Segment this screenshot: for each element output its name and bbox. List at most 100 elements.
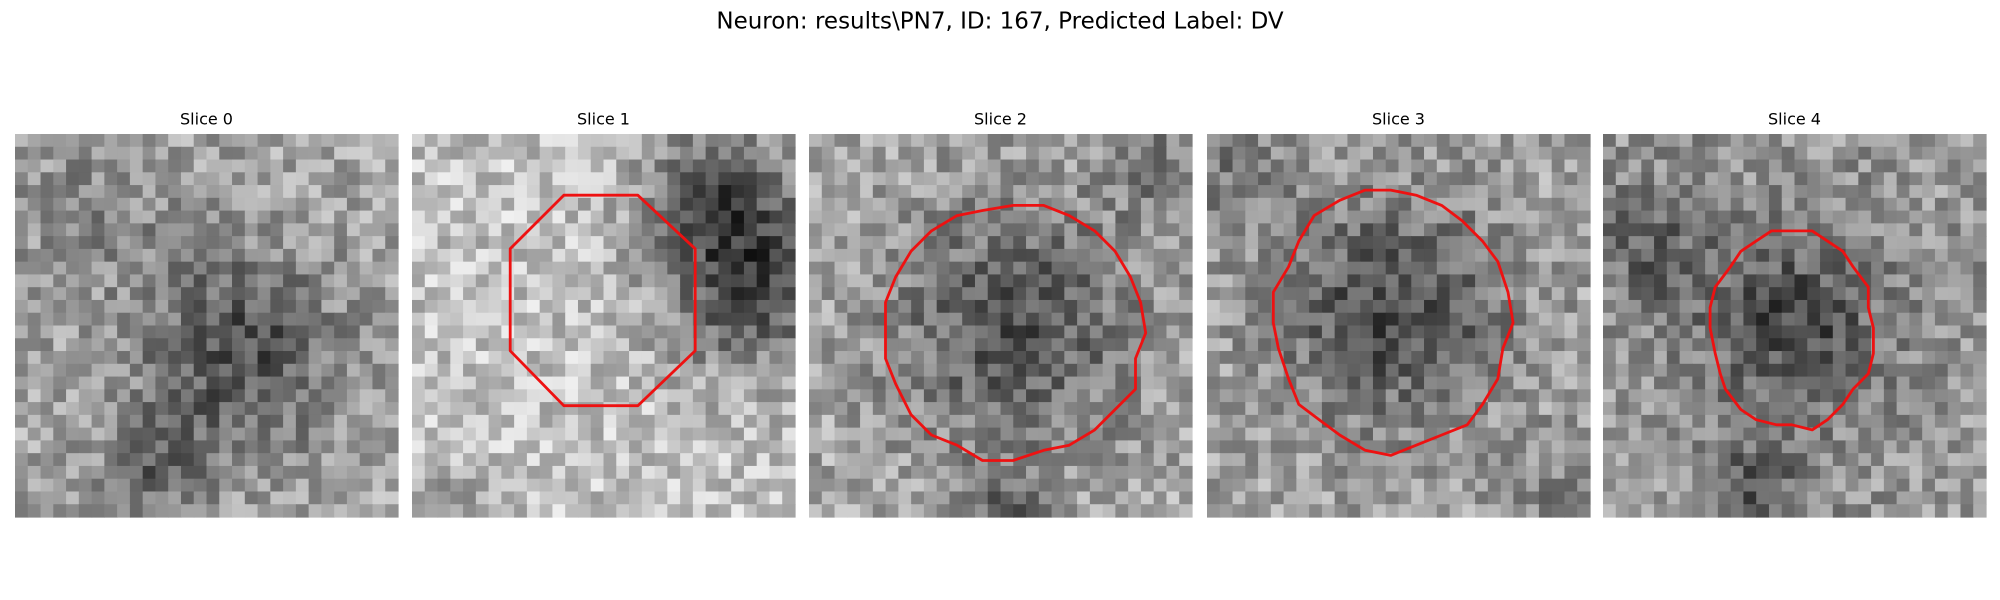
pixel xyxy=(359,351,374,365)
pixel xyxy=(1153,465,1168,480)
pixel xyxy=(834,185,848,199)
pixel xyxy=(1283,134,1297,148)
pixel xyxy=(450,197,464,212)
pixel xyxy=(1973,236,1987,250)
pixel xyxy=(847,146,861,161)
pixel xyxy=(629,427,643,441)
pixel xyxy=(1334,261,1349,276)
pixel xyxy=(654,478,668,493)
pixel xyxy=(1207,172,1221,186)
pixel xyxy=(1436,312,1451,327)
pixel xyxy=(1551,287,1566,301)
pixel xyxy=(680,440,694,454)
pixel xyxy=(1051,261,1065,276)
pixel xyxy=(155,312,169,327)
pixel xyxy=(1858,338,1872,352)
pixel xyxy=(129,414,144,429)
pixel xyxy=(385,325,399,339)
pixel xyxy=(1871,172,1885,186)
pixel xyxy=(1051,478,1065,493)
pixel xyxy=(667,146,681,161)
pixel xyxy=(385,465,399,480)
pixel xyxy=(1077,389,1091,403)
pixel xyxy=(1615,287,1630,301)
pixel xyxy=(1807,134,1821,148)
pixel xyxy=(117,312,131,327)
pixel xyxy=(514,299,528,314)
pixel xyxy=(283,185,297,199)
pixel xyxy=(1000,134,1014,148)
pixel xyxy=(1666,223,1681,237)
pixel xyxy=(1334,363,1349,378)
pixel xyxy=(1781,185,1796,199)
pixel xyxy=(692,389,707,403)
pixel xyxy=(692,185,707,199)
pixel xyxy=(1781,338,1796,352)
pixel xyxy=(1436,172,1451,186)
pixel xyxy=(552,453,566,467)
pixel xyxy=(295,389,310,403)
pixel xyxy=(308,159,322,173)
pixel xyxy=(1245,172,1259,186)
pixel xyxy=(1398,338,1412,352)
pixel xyxy=(270,453,284,467)
pixel xyxy=(1641,478,1655,493)
pixel xyxy=(769,376,783,390)
pixel xyxy=(1179,465,1193,480)
pixel xyxy=(1309,402,1323,416)
pixel xyxy=(1270,440,1285,454)
pixel xyxy=(1207,248,1221,263)
pixel xyxy=(1309,440,1323,454)
pixel xyxy=(78,159,93,173)
pixel xyxy=(718,338,732,352)
pixel xyxy=(1960,299,1974,314)
pixel xyxy=(501,299,515,314)
pixel xyxy=(1398,465,1412,480)
pixel xyxy=(1140,504,1155,518)
pixel xyxy=(168,363,182,378)
pixel xyxy=(206,351,220,365)
pixel xyxy=(450,363,464,378)
pixel xyxy=(104,427,118,441)
pixel xyxy=(488,376,502,390)
pixel xyxy=(1845,172,1859,186)
pixel xyxy=(1232,325,1246,339)
pixel xyxy=(1500,159,1514,173)
pixel xyxy=(898,478,912,493)
pixel xyxy=(860,172,874,186)
pixel xyxy=(898,504,912,518)
pixel xyxy=(782,172,796,186)
pixel xyxy=(1666,402,1681,416)
pixel xyxy=(155,210,169,224)
pixel xyxy=(488,478,502,493)
pixel xyxy=(539,274,554,288)
pixel xyxy=(756,236,771,250)
pixel xyxy=(1334,491,1349,505)
pixel xyxy=(731,185,745,199)
slice-panel: Slice 2 xyxy=(809,110,1193,518)
pixel xyxy=(1487,453,1502,467)
pixel xyxy=(1922,185,1936,199)
pixel xyxy=(1449,287,1463,301)
pixel xyxy=(565,414,579,429)
pixel xyxy=(680,146,694,161)
pixel xyxy=(1424,312,1438,327)
pixel xyxy=(949,274,963,288)
pixel xyxy=(885,414,899,429)
pixel xyxy=(1411,376,1425,390)
pixel xyxy=(1947,351,1962,365)
pixel xyxy=(40,453,54,467)
pixel xyxy=(1679,389,1693,403)
pixel xyxy=(346,402,361,416)
pixel xyxy=(1013,274,1027,288)
pixel xyxy=(1666,197,1681,212)
pixel xyxy=(1973,414,1987,429)
pixel xyxy=(308,325,322,339)
pixel xyxy=(1934,261,1949,276)
pixel xyxy=(1922,351,1936,365)
pixel xyxy=(1398,248,1412,263)
pixel xyxy=(1179,248,1193,263)
pixel xyxy=(1462,491,1476,505)
pixel xyxy=(372,223,386,237)
pixel xyxy=(743,338,758,352)
